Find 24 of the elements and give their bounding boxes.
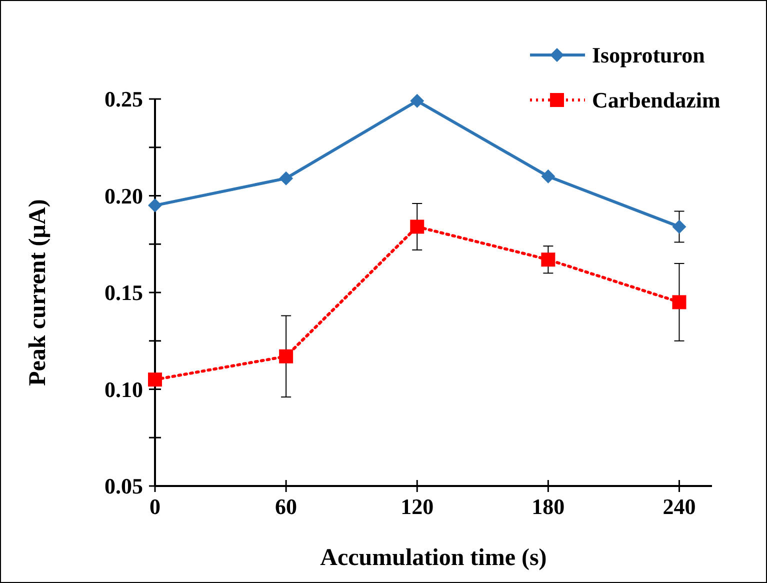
point bbox=[541, 252, 556, 267]
point bbox=[410, 220, 424, 234]
y-tick-label: 0.25 bbox=[104, 86, 143, 112]
x-tick-label: 60 bbox=[275, 494, 298, 519]
x-tick-label: 120 bbox=[400, 494, 434, 519]
x-tick-label: 180 bbox=[532, 494, 565, 519]
point bbox=[279, 171, 294, 186]
point bbox=[148, 372, 162, 387]
x-tick-label: 240 bbox=[662, 494, 696, 519]
point bbox=[672, 295, 686, 310]
point bbox=[541, 169, 556, 184]
legend-label: Carbendazim bbox=[592, 88, 720, 113]
x-axis-title: Accumulation time (s) bbox=[320, 545, 547, 571]
y-axis-title: Peak current (µA) bbox=[25, 199, 51, 386]
text: 0.20 bbox=[104, 183, 143, 208]
y-tick-label: 0.15 bbox=[104, 280, 143, 306]
point bbox=[148, 198, 162, 212]
point bbox=[279, 349, 294, 364]
point bbox=[410, 94, 424, 108]
text: 0.10 bbox=[104, 376, 143, 402]
point bbox=[672, 220, 686, 234]
x-tick-label: 0 bbox=[150, 494, 160, 519]
legend-label: Isoproturon bbox=[592, 42, 705, 68]
y-tick-label: 0.05 bbox=[104, 474, 143, 499]
